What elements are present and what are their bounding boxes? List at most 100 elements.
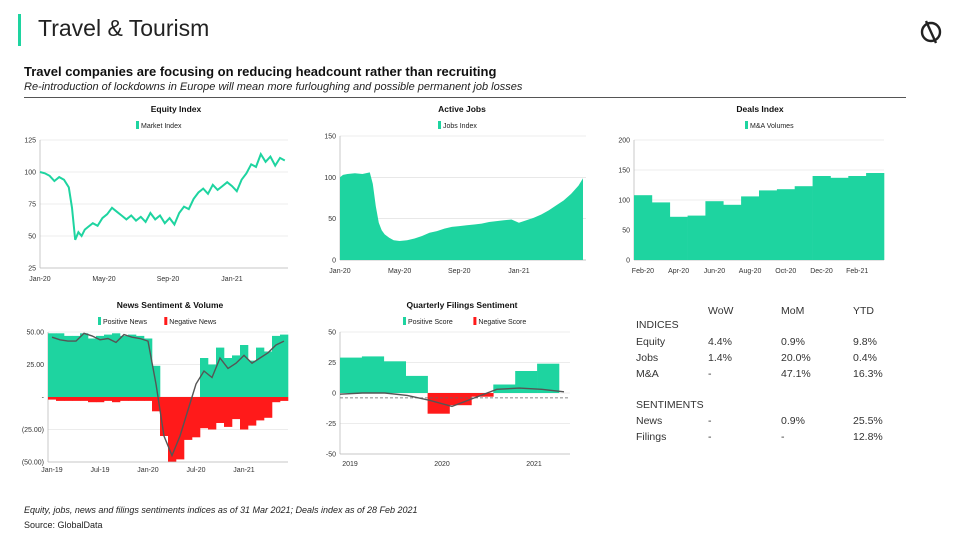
bar-positive-news: [216, 347, 225, 397]
bar-positive-score: [515, 371, 538, 393]
bar-m-and-a-volume: [669, 216, 688, 260]
bar-positive-news: [72, 335, 81, 397]
bar-negative-news: [88, 397, 97, 403]
footnote: Equity, jobs, news and filings sentiment…: [24, 505, 418, 515]
table-row: News - 0.9% 25.5%: [628, 415, 918, 429]
x-tick-label: Oct-20: [775, 268, 796, 275]
x-tick-label: May-20: [388, 268, 411, 275]
x-tick-label: 2019: [342, 461, 358, 468]
legend-label: Negative News: [169, 319, 217, 326]
bar-positive-score: [405, 375, 428, 393]
bar-positive-news: [240, 345, 249, 397]
y-tick-label: -50: [326, 452, 336, 459]
bar-negative-news: [184, 397, 193, 440]
y-tick-label: 100: [24, 170, 36, 177]
legend-label: Market Index: [141, 123, 182, 130]
y-tick-label: 50.00: [26, 330, 44, 337]
bar-positive-news: [248, 360, 257, 397]
legend-label: Positive Score: [408, 319, 453, 326]
bar-negative-news: [192, 397, 201, 438]
bar-negative-news: [136, 397, 145, 401]
bar-m-and-a-volume: [705, 201, 724, 260]
section-indices-label: INDICES: [636, 319, 679, 331]
legend-swatch: [745, 121, 748, 129]
bar-m-and-a-volume: [687, 215, 706, 260]
legend-swatch: [136, 121, 139, 129]
legend-swatch: [473, 317, 477, 325]
row-label: News: [636, 415, 663, 427]
x-tick-label: 2020: [434, 461, 450, 468]
bar-negative-news: [104, 397, 113, 401]
x-tick-label: 2021: [526, 461, 542, 468]
row-wow: 4.4%: [708, 336, 732, 348]
bar-negative-news: [128, 397, 137, 401]
bar-negative-news: [280, 397, 289, 401]
x-tick-label: Dec-20: [810, 268, 833, 275]
header-mom: MoM: [781, 305, 805, 317]
bar-negative-news: [168, 397, 177, 462]
x-tick-label: Apr-20: [668, 268, 689, 275]
bar-positive-news: [80, 333, 89, 397]
y-tick-label: 0: [332, 258, 336, 265]
y-tick-label: 25: [28, 266, 36, 273]
chart-title: Quarterly Filings Sentiment: [407, 300, 518, 310]
row-mom: -: [781, 431, 785, 443]
bar-negative-news: [160, 397, 169, 436]
row-label: Jobs: [636, 352, 659, 364]
bar-m-and-a-volume: [759, 190, 778, 260]
bar-positive-news: [120, 335, 129, 397]
x-tick-label: Sep-20: [448, 268, 471, 275]
headline: Travel companies are focusing on reducin…: [24, 64, 497, 79]
bar-m-and-a-volume: [848, 176, 867, 260]
row-label: Filings: [636, 431, 667, 443]
bar-negative-news: [144, 397, 153, 401]
legend-label: Jobs Index: [443, 123, 477, 130]
bar-negative-news: [112, 397, 121, 403]
row-wow: -: [708, 431, 712, 443]
y-tick-label: 0: [626, 258, 630, 265]
x-tick-label: Jan-21: [221, 276, 243, 283]
chart-title: Equity Index: [151, 104, 202, 114]
y-tick-label: (25.00): [22, 427, 44, 434]
x-tick-label: Jun-20: [704, 268, 726, 275]
y-tick-label: 50: [622, 228, 630, 235]
row-ytd: 0.4%: [853, 352, 877, 364]
bar-positive-news: [56, 333, 65, 397]
row-ytd: 12.8%: [853, 431, 883, 443]
y-tick-label: 50: [328, 330, 336, 337]
bar-m-and-a-volume: [634, 195, 653, 260]
row-ytd: 9.8%: [853, 336, 877, 348]
bar-negative-news: [48, 397, 57, 400]
bar-positive-news: [128, 334, 137, 397]
bar-negative-score: [449, 393, 472, 406]
bar-positive-score: [537, 363, 560, 393]
bar-negative-news: [152, 397, 161, 412]
bar-positive-news: [96, 335, 105, 397]
bar-positive-score: [361, 356, 385, 393]
series-line-news-volume: [51, 332, 285, 458]
bar-positive-score: [383, 361, 406, 393]
y-tick-label: 100: [618, 198, 630, 205]
bar-negative-news: [200, 397, 209, 429]
bar-positive-news: [272, 335, 281, 397]
legend-swatch: [164, 317, 168, 325]
bar-negative-news: [256, 397, 265, 421]
header-wow: WoW: [708, 305, 734, 317]
subheadline: Re-introduction of lockdowns in Europe w…: [24, 81, 523, 93]
bar-positive-news: [280, 334, 289, 397]
chart-title: Deals Index: [736, 104, 784, 114]
bar-negative-news: [240, 397, 249, 430]
legend-label: M&A Volumes: [750, 123, 794, 130]
chart-title: Active Jobs: [438, 104, 486, 114]
bar-positive-news: [48, 333, 57, 397]
legend-swatch: [98, 317, 101, 325]
y-tick-label: 0: [332, 391, 336, 398]
y-tick-label: 100: [324, 175, 336, 182]
x-tick-label: Jan-21: [233, 467, 255, 474]
legend-label: Positive News: [103, 319, 147, 326]
row-wow: 1.4%: [708, 352, 732, 364]
table-row: Filings - - 12.8%: [628, 431, 918, 445]
series-line-market-index: [39, 151, 286, 241]
x-tick-label: Feb-21: [846, 268, 868, 275]
row-mom: 47.1%: [781, 368, 811, 380]
